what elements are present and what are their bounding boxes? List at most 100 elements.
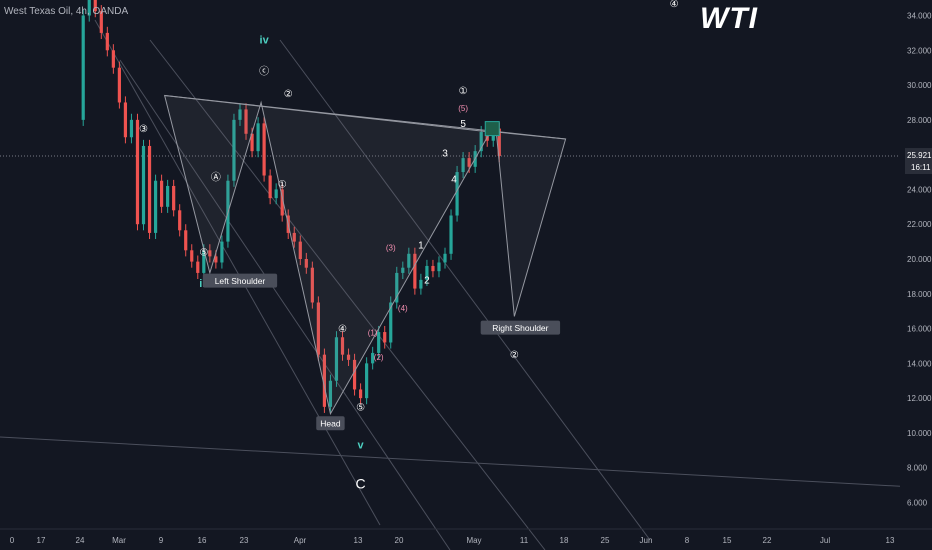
candle-body bbox=[304, 259, 308, 268]
y-tick-label: 8.000 bbox=[907, 464, 928, 473]
x-tick-label: 13 bbox=[886, 536, 895, 545]
wave-label: Ⓐ bbox=[211, 172, 221, 184]
candle-body bbox=[407, 253, 411, 268]
candle-body bbox=[443, 253, 447, 263]
x-tick-label: Mar bbox=[112, 536, 126, 545]
candle-body bbox=[292, 232, 296, 242]
candle-body bbox=[401, 267, 405, 273]
channel-line-4 bbox=[279, 39, 651, 541]
candle-body bbox=[160, 180, 164, 207]
candle-body bbox=[419, 279, 423, 289]
candle-body bbox=[328, 380, 333, 407]
y-tick-label: 16.000 bbox=[907, 325, 932, 334]
y-tick-label: 28.000 bbox=[907, 116, 932, 125]
candle-body bbox=[280, 189, 284, 216]
candle-body bbox=[141, 145, 146, 225]
candle-body bbox=[268, 175, 272, 199]
candle-body bbox=[352, 359, 357, 390]
wave-label-teal: v bbox=[358, 440, 365, 452]
x-tick-label: 11 bbox=[520, 536, 529, 545]
annotation-box bbox=[202, 273, 278, 288]
wave-label: ② bbox=[510, 350, 519, 361]
pattern-shape bbox=[163, 94, 492, 416]
y-tick-label: 18.000 bbox=[907, 290, 932, 299]
candle-body bbox=[383, 332, 387, 343]
annotation-label: Right Shoulder bbox=[492, 323, 548, 333]
wave-label: 5 bbox=[460, 119, 466, 130]
wave-label-minor: (5) bbox=[458, 104, 468, 113]
candle-body bbox=[455, 172, 459, 216]
candle-body bbox=[232, 119, 236, 181]
x-tick-label: Jun bbox=[640, 536, 653, 545]
candle-body bbox=[147, 145, 152, 233]
annotation-box bbox=[480, 320, 561, 335]
candle-body bbox=[365, 363, 369, 399]
wave-label: ④ bbox=[670, 0, 679, 10]
candle-body bbox=[461, 158, 465, 173]
x-tick-label: 17 bbox=[37, 536, 46, 545]
x-tick-label: 20 bbox=[395, 536, 404, 545]
last-price-label: 25.921 bbox=[907, 151, 932, 160]
candle-body bbox=[334, 337, 339, 381]
candle-body bbox=[377, 332, 381, 353]
x-tick-label: 8 bbox=[685, 536, 690, 545]
x-tick-label: 25 bbox=[601, 536, 610, 545]
x-tick-label: 18 bbox=[560, 536, 569, 545]
wave-label: ⑤ bbox=[356, 402, 365, 413]
last-price-marker bbox=[905, 148, 932, 175]
candle-body bbox=[298, 241, 302, 259]
x-tick-label: 22 bbox=[763, 536, 772, 545]
x-tick-label: 23 bbox=[240, 536, 249, 545]
candle-body bbox=[467, 158, 471, 167]
candle-body bbox=[262, 123, 266, 176]
y-tick-label: 6.000 bbox=[907, 499, 928, 508]
x-tick-label: Apr bbox=[294, 536, 307, 545]
candle-body bbox=[220, 241, 224, 263]
candle-body bbox=[322, 354, 327, 407]
wave-label-minor: (3) bbox=[386, 243, 396, 252]
y-tick-label: 12.000 bbox=[907, 394, 932, 403]
channel-line-0 bbox=[0, 436, 932, 489]
candle-body bbox=[413, 253, 417, 289]
channel-line-3 bbox=[149, 39, 546, 550]
y-tick-label: 24.000 bbox=[907, 185, 932, 194]
candle-body bbox=[153, 180, 158, 233]
x-tick-label: 16 bbox=[198, 536, 207, 545]
wave-label: ④ bbox=[338, 324, 347, 335]
x-tick-label: 24 bbox=[76, 536, 85, 545]
wave-label: 4 bbox=[451, 174, 457, 185]
target-box bbox=[484, 121, 500, 137]
wave-label: C bbox=[356, 476, 366, 492]
candle-body bbox=[117, 67, 121, 103]
wave-label: ③ bbox=[139, 124, 148, 135]
candle-body bbox=[123, 102, 128, 138]
candle-body bbox=[358, 389, 363, 399]
candle-body bbox=[93, 0, 97, 12]
channel-line-2 bbox=[119, 59, 451, 550]
candle-body bbox=[371, 352, 375, 364]
wave-label-minor: (1) bbox=[368, 329, 378, 338]
y-tick-label: 32.000 bbox=[907, 46, 932, 55]
candle-body bbox=[81, 15, 85, 120]
candle-body bbox=[346, 354, 351, 360]
projection-shape bbox=[495, 131, 567, 317]
candle-body bbox=[425, 265, 429, 280]
x-tick-label: 15 bbox=[723, 536, 732, 545]
candle-body bbox=[340, 337, 345, 355]
y-tick-label: 34.000 bbox=[907, 12, 932, 21]
candle-body bbox=[310, 267, 314, 303]
candle-body bbox=[202, 250, 206, 273]
candle-body bbox=[389, 302, 393, 343]
candle-body bbox=[166, 185, 170, 207]
candle-body bbox=[395, 272, 399, 303]
candle-body bbox=[497, 128, 501, 157]
candle-body bbox=[184, 230, 188, 251]
wave-label: ① bbox=[278, 180, 287, 191]
candle-body bbox=[208, 250, 212, 257]
candle-body bbox=[190, 250, 194, 262]
wave-label: ⓒ bbox=[259, 66, 269, 78]
wave-label-minor: (4) bbox=[398, 304, 408, 313]
wave-label-teal: iv bbox=[260, 34, 270, 46]
y-axis-panel bbox=[900, 0, 932, 550]
